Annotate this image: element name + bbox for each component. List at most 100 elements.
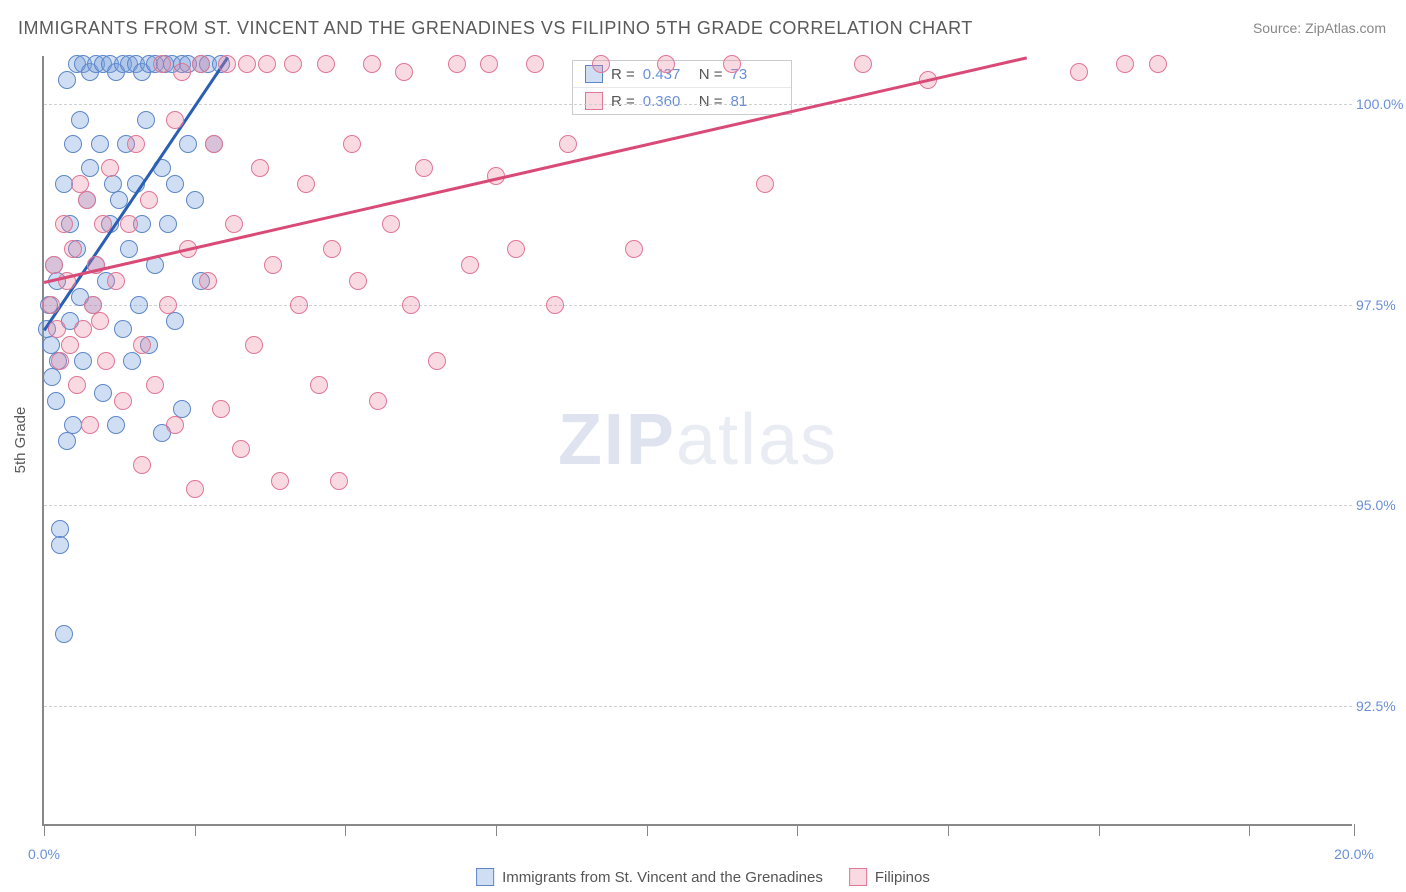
data-point-svg (159, 215, 177, 233)
data-point-svg (120, 240, 138, 258)
data-point-svg (43, 368, 61, 386)
legend-row-fil: R =0.360N =81 (573, 87, 791, 114)
data-point-fil (133, 336, 151, 354)
trendline-fil (44, 56, 1027, 283)
legend-r-value: 0.360 (643, 93, 691, 110)
data-point-fil (317, 55, 335, 73)
data-point-fil (166, 111, 184, 129)
data-point-fil (68, 376, 86, 394)
legend-swatch (476, 868, 494, 886)
data-point-fil (42, 296, 60, 314)
data-point-fil (625, 240, 643, 258)
data-point-fil (290, 296, 308, 314)
data-point-fil (723, 55, 741, 73)
ytick-label: 97.5% (1356, 297, 1406, 313)
legend-n-value: 81 (731, 93, 779, 110)
legend-swatch (585, 92, 603, 110)
plot-area: ZIPatlas R =0.437N =73R =0.360N =81 92.5… (42, 56, 1352, 826)
data-point-svg (114, 320, 132, 338)
chart-title: IMMIGRANTS FROM ST. VINCENT AND THE GREN… (18, 18, 973, 39)
data-point-fil (48, 320, 66, 338)
data-point-svg (58, 432, 76, 450)
xtick (1354, 824, 1355, 836)
data-point-fil (114, 392, 132, 410)
data-point-svg (137, 111, 155, 129)
data-point-svg (166, 175, 184, 193)
data-point-fil (91, 312, 109, 330)
data-point-fil (140, 191, 158, 209)
data-point-fil (323, 240, 341, 258)
data-point-fil (238, 55, 256, 73)
data-point-svg (123, 352, 141, 370)
data-point-fil (186, 480, 204, 498)
data-point-fil (382, 215, 400, 233)
data-point-fil (159, 296, 177, 314)
watermark-atlas: atlas (676, 400, 838, 480)
data-point-svg (107, 416, 125, 434)
data-point-fil (212, 400, 230, 418)
source-label: Source: ZipAtlas.com (1253, 20, 1386, 36)
data-point-fil (173, 63, 191, 81)
data-point-fil (461, 256, 479, 274)
watermark: ZIPatlas (558, 399, 838, 481)
data-point-fil (55, 215, 73, 233)
ytick-label: 92.5% (1356, 698, 1406, 714)
data-point-fil (166, 416, 184, 434)
series-legend: Immigrants from St. Vincent and the Gren… (470, 866, 936, 888)
data-point-fil (657, 55, 675, 73)
data-point-fil (192, 55, 210, 73)
legend-item: Immigrants from St. Vincent and the Gren… (476, 868, 823, 886)
data-point-fil (546, 296, 564, 314)
data-point-fil (61, 336, 79, 354)
legend-n-label: N = (699, 93, 723, 110)
data-point-fil (402, 296, 420, 314)
data-point-fil (428, 352, 446, 370)
data-point-svg (64, 416, 82, 434)
data-point-svg (64, 135, 82, 153)
data-point-fil (526, 55, 544, 73)
data-point-fil (133, 456, 151, 474)
xtick (647, 824, 648, 836)
legend-label: Immigrants from St. Vincent and the Gren… (502, 869, 823, 886)
data-point-fil (107, 272, 125, 290)
data-point-fil (363, 55, 381, 73)
data-point-svg (94, 384, 112, 402)
data-point-fil (218, 55, 236, 73)
data-point-fil (120, 215, 138, 233)
y-axis-label: 5th Grade (12, 407, 29, 474)
data-point-fil (448, 55, 466, 73)
data-point-fil (480, 55, 498, 73)
data-point-svg (74, 352, 92, 370)
legend-r-label: R = (611, 66, 635, 83)
data-point-fil (1116, 55, 1134, 73)
data-point-fil (199, 272, 217, 290)
data-point-fil (64, 240, 82, 258)
ytick-label: 100.0% (1356, 96, 1406, 112)
data-point-fil (74, 320, 92, 338)
xtick (1099, 824, 1100, 836)
data-point-svg (91, 135, 109, 153)
data-point-svg (51, 536, 69, 554)
gridline-h (44, 505, 1352, 506)
xtick-label: 0.0% (28, 846, 60, 862)
watermark-zip: ZIP (558, 400, 676, 480)
data-point-fil (97, 352, 115, 370)
legend-n-label: N = (699, 66, 723, 83)
data-point-fil (507, 240, 525, 258)
data-point-svg (179, 135, 197, 153)
data-point-fil (245, 336, 263, 354)
data-point-fil (232, 440, 250, 458)
data-point-svg (81, 159, 99, 177)
data-point-fil (101, 159, 119, 177)
data-point-fil (45, 256, 63, 274)
data-point-fil (369, 392, 387, 410)
data-point-fil (205, 135, 223, 153)
data-point-fil (592, 55, 610, 73)
xtick (195, 824, 196, 836)
xtick (44, 824, 45, 836)
ytick-label: 95.0% (1356, 497, 1406, 513)
data-point-svg (55, 625, 73, 643)
data-point-fil (284, 55, 302, 73)
data-point-fil (310, 376, 328, 394)
data-point-svg (166, 312, 184, 330)
